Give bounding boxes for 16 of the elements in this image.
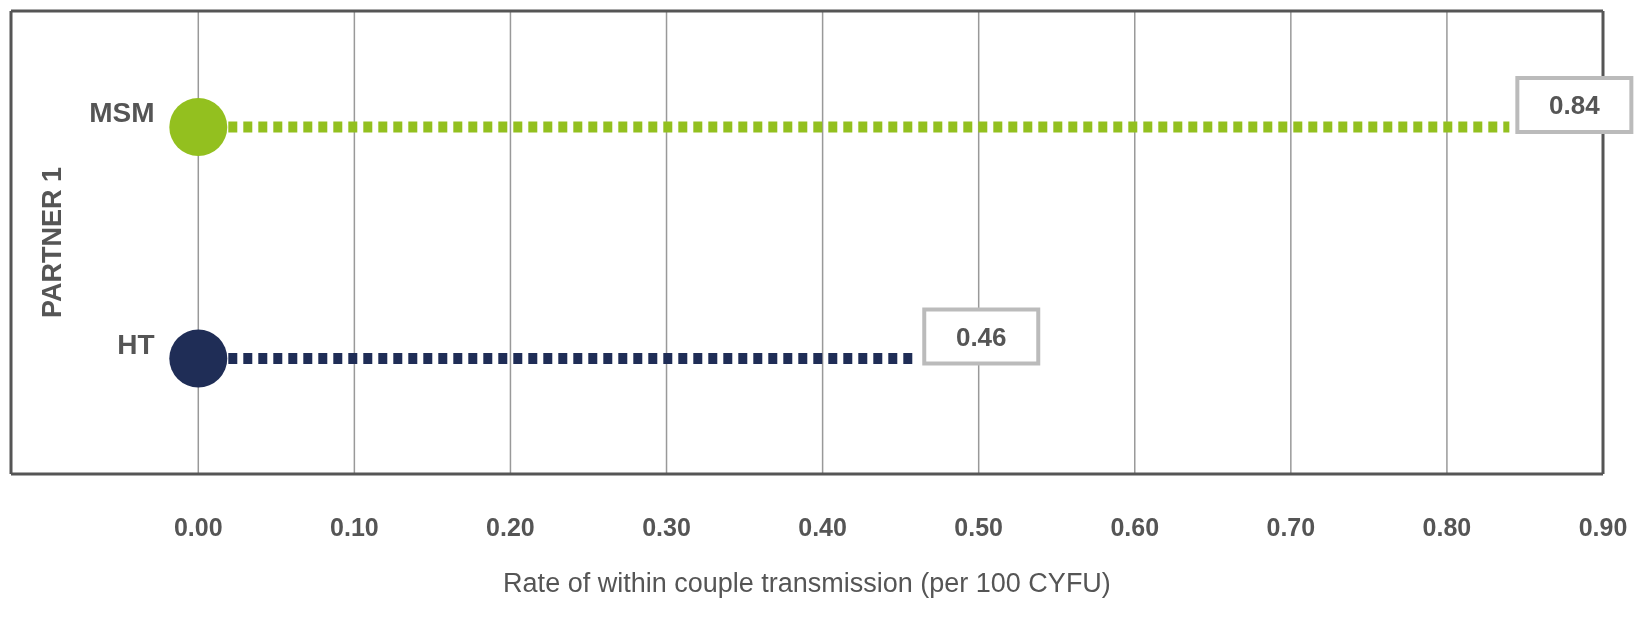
y-tick-label: MSM	[89, 97, 155, 129]
x-tick-label: 0.90	[1578, 512, 1628, 541]
y-tick-label: HT	[117, 328, 155, 360]
x-tick-label: 0.80	[1422, 512, 1472, 541]
x-tick-label: 0.30	[642, 512, 691, 541]
data-label: 0.46	[955, 321, 1007, 352]
x-tick-label: 0.10	[330, 512, 379, 541]
x-tick-label: 0.40	[798, 512, 847, 541]
x-tick-label: 0.60	[1110, 512, 1160, 541]
x-tick-label: 0.50	[954, 512, 1004, 541]
x-tick-label: 0.70	[1266, 512, 1316, 541]
y-axis-title: PARTNER 1	[37, 166, 67, 319]
x-tick-label: 0.20	[486, 512, 535, 541]
x-axis-title: Rate of within couple transmission (per 100 CYFU)	[503, 568, 1111, 598]
data-label: 0.84	[1549, 90, 1601, 120]
x-tick-label: 0.00	[173, 512, 223, 541]
